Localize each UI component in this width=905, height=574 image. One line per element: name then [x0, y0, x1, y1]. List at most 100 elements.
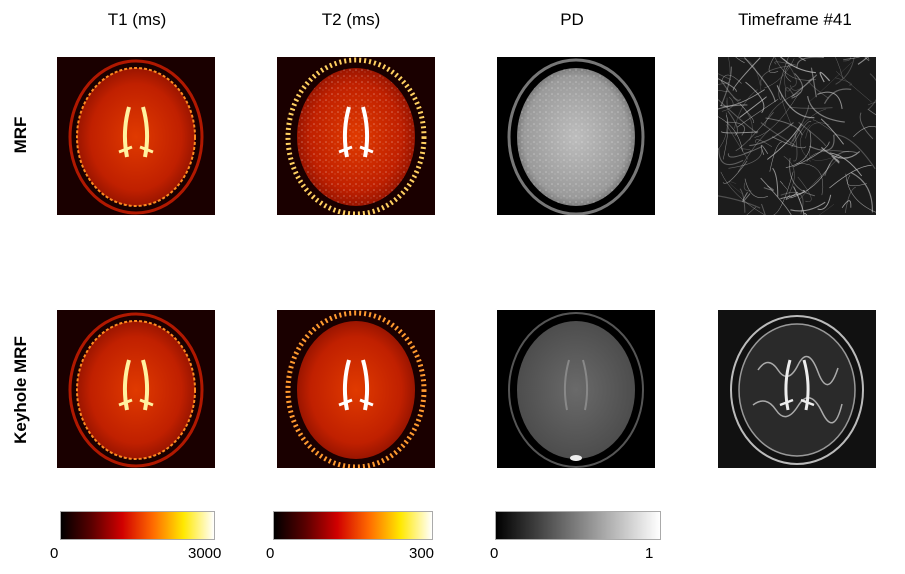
noise-streak	[829, 152, 863, 177]
noise-streak	[773, 171, 794, 215]
noise-streak	[739, 96, 767, 119]
image-mrf-pd	[497, 57, 655, 215]
noise-streak	[760, 122, 796, 147]
noise-streak	[857, 57, 869, 65]
noise-streak	[845, 173, 876, 213]
noise-streak	[798, 121, 827, 147]
noise-streak	[746, 206, 757, 215]
noise-streak	[820, 118, 844, 145]
column-title-t1: T1 (ms)	[107, 10, 167, 29]
noise-streak	[754, 93, 799, 138]
noise-streak	[850, 172, 873, 213]
noise-streak	[764, 58, 795, 89]
noise-streak	[718, 82, 730, 86]
noise-streak	[779, 57, 816, 74]
noise-streak	[803, 212, 808, 215]
noise-streak	[743, 57, 776, 103]
noise-streak	[733, 89, 758, 129]
noise-streak	[718, 112, 728, 150]
noise-streak	[737, 129, 770, 173]
colorbar-t2-max: 300	[409, 545, 435, 562]
noise-streak	[741, 148, 751, 154]
noise-streak	[720, 66, 732, 107]
noise-streak	[772, 167, 779, 197]
noise-streak	[718, 148, 744, 166]
noise-streak	[722, 160, 748, 184]
image-keyhole-timeframe	[718, 310, 876, 468]
image-mrf-timeframe	[718, 57, 876, 215]
noise-streak	[836, 71, 872, 103]
column-title-t2: T2 (ms)	[321, 10, 381, 29]
image-mrf-t2	[277, 57, 435, 215]
noise-streak	[807, 95, 845, 123]
noise-streak	[732, 97, 753, 141]
noise-streak	[727, 57, 731, 75]
noise-streak	[806, 150, 850, 162]
noise-streak	[790, 201, 826, 212]
noise-streak	[718, 73, 732, 81]
noise-streak	[792, 105, 809, 142]
noise-streak	[779, 180, 788, 190]
noise-streak	[728, 149, 763, 169]
noise-streak	[739, 188, 746, 213]
noise-streak	[721, 81, 741, 101]
noise-streak	[718, 116, 743, 152]
noise-streak	[805, 122, 830, 139]
noise-streak	[720, 130, 759, 134]
noise-streak	[821, 146, 861, 159]
noise-streak	[768, 57, 779, 73]
noise-streak	[776, 85, 815, 119]
noise-streak	[808, 79, 829, 99]
image-keyhole-t1	[57, 310, 215, 468]
noise-streak	[844, 186, 856, 213]
noise-streak	[780, 191, 804, 214]
noise-streak	[769, 141, 782, 172]
noise-streak	[789, 158, 816, 197]
noise-streak	[796, 162, 824, 196]
noise-streak	[760, 144, 769, 156]
noise-streak	[742, 191, 751, 203]
noise-streak	[809, 61, 853, 102]
noise-streak	[867, 108, 876, 116]
noise-streak	[834, 134, 876, 170]
noise-streak	[767, 123, 802, 160]
colorbar-pd-min: 0	[490, 545, 499, 562]
noise-streak	[718, 99, 758, 134]
noise-streak	[791, 73, 803, 99]
noise-streak	[868, 73, 876, 110]
noise-streak	[720, 89, 765, 107]
column-title-pd: PD	[560, 10, 584, 29]
noise-streak	[818, 204, 835, 215]
noise-streak	[831, 155, 840, 164]
noise-streak	[835, 57, 844, 79]
column-title-timeframe: Timeframe #41	[738, 10, 852, 29]
noise-streak	[791, 121, 812, 148]
noise-streak	[793, 132, 798, 162]
noise-streak	[798, 57, 806, 62]
noise-streak	[740, 103, 755, 123]
noise-streak	[796, 57, 824, 69]
noise-streak	[859, 112, 874, 140]
noise-streak	[789, 108, 827, 145]
noise-streak	[800, 124, 811, 162]
noise-streak	[778, 57, 789, 101]
noise-streak	[791, 74, 818, 98]
noise-streak	[823, 88, 852, 104]
noise-streak	[790, 163, 831, 199]
noise-streak	[829, 165, 872, 189]
noise-streak	[763, 185, 774, 191]
noise-streak	[780, 189, 806, 200]
image-keyhole-t2	[277, 310, 435, 468]
noise-streak	[784, 64, 792, 82]
noise-streak	[736, 98, 779, 128]
noise-streak	[819, 71, 831, 83]
noise-streak	[841, 200, 852, 209]
row-label-keyhole-mrf: Keyhole MRF	[11, 336, 30, 444]
noise-streak	[797, 176, 812, 202]
colorbar-pd-max: 1	[645, 545, 654, 562]
noise-streak	[783, 156, 795, 194]
noise-streak	[835, 57, 855, 85]
noise-streak	[749, 122, 794, 147]
noise-streak	[725, 121, 745, 136]
noise-streak	[809, 134, 835, 151]
